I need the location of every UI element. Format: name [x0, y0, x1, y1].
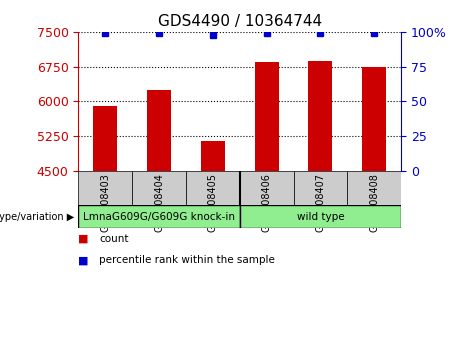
Title: GDS4490 / 10364744: GDS4490 / 10364744	[158, 14, 322, 29]
Bar	[254, 62, 279, 171]
Text: count: count	[99, 234, 129, 244]
Bar	[201, 141, 225, 171]
Text: wild type: wild type	[296, 212, 344, 222]
Text: ■: ■	[78, 234, 89, 244]
Bar	[294, 171, 347, 205]
Bar	[347, 171, 401, 205]
Bar	[308, 62, 332, 171]
Bar	[147, 90, 171, 171]
Bar	[362, 67, 386, 171]
Bar	[186, 171, 240, 205]
Bar	[240, 171, 294, 205]
Text: ■: ■	[78, 255, 89, 265]
Bar	[93, 106, 118, 171]
Text: GSM808403: GSM808403	[100, 173, 110, 232]
Bar	[132, 171, 186, 205]
Text: GSM808408: GSM808408	[369, 173, 379, 232]
Text: GSM808406: GSM808406	[261, 173, 272, 232]
Bar	[78, 205, 240, 228]
Text: GSM808407: GSM808407	[315, 173, 325, 233]
Text: LmnaG609G/G609G knock-in: LmnaG609G/G609G knock-in	[83, 212, 235, 222]
Text: GSM808404: GSM808404	[154, 173, 164, 232]
Text: GSM808405: GSM808405	[208, 173, 218, 233]
Text: percentile rank within the sample: percentile rank within the sample	[99, 255, 275, 265]
Bar	[78, 171, 132, 205]
Bar	[240, 205, 401, 228]
Text: genotype/variation ▶: genotype/variation ▶	[0, 212, 74, 222]
